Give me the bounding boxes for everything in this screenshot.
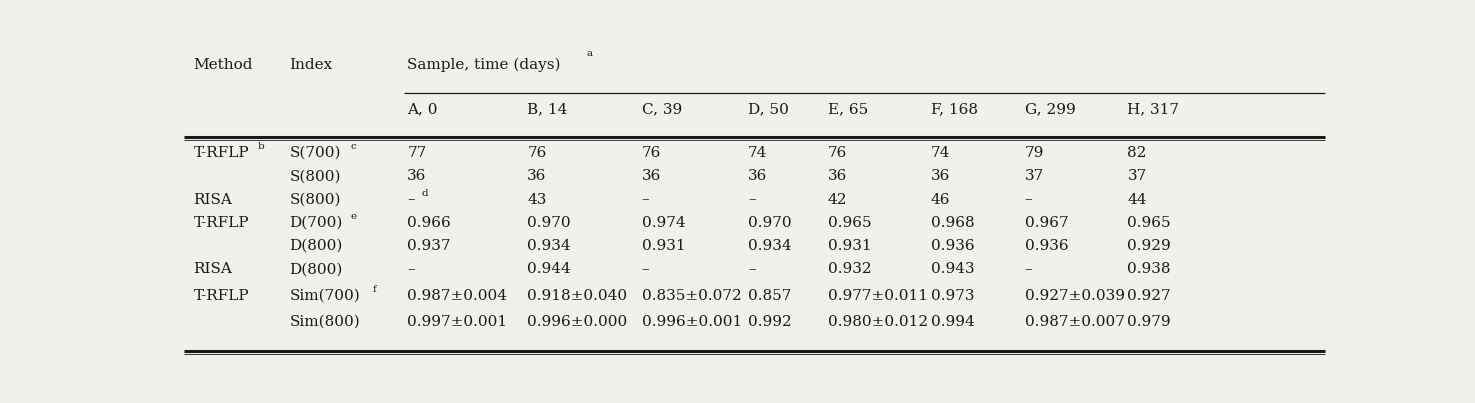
Text: 0.968: 0.968 xyxy=(931,216,975,230)
Text: –: – xyxy=(1025,262,1032,276)
Text: 0.996±0.000: 0.996±0.000 xyxy=(528,315,627,329)
Text: 0.929: 0.929 xyxy=(1127,239,1171,253)
Text: 37: 37 xyxy=(1127,169,1146,183)
Text: 74: 74 xyxy=(748,146,767,160)
Text: 79: 79 xyxy=(1025,146,1044,160)
Text: 42: 42 xyxy=(827,193,848,206)
Text: T-RFLP: T-RFLP xyxy=(193,289,249,303)
Text: RISA: RISA xyxy=(193,262,233,276)
Text: 46: 46 xyxy=(931,193,950,206)
Text: 0.973: 0.973 xyxy=(931,289,975,303)
Text: 44: 44 xyxy=(1127,193,1148,206)
Text: 0.944: 0.944 xyxy=(528,262,571,276)
Text: b: b xyxy=(258,142,264,151)
Text: Method: Method xyxy=(193,58,254,71)
Text: C, 39: C, 39 xyxy=(642,102,681,116)
Text: 0.987±0.007: 0.987±0.007 xyxy=(1025,315,1124,329)
Text: 36: 36 xyxy=(931,169,950,183)
Text: D(800): D(800) xyxy=(289,262,342,276)
Text: 0.936: 0.936 xyxy=(1025,239,1068,253)
Text: G, 299: G, 299 xyxy=(1025,102,1075,116)
Text: 36: 36 xyxy=(827,169,847,183)
Text: 0.970: 0.970 xyxy=(748,216,792,230)
Text: B, 14: B, 14 xyxy=(528,102,568,116)
Text: A, 0: A, 0 xyxy=(407,102,438,116)
Text: 0.857: 0.857 xyxy=(748,289,791,303)
Text: RISA: RISA xyxy=(193,193,233,206)
Text: 36: 36 xyxy=(748,169,767,183)
Text: 0.997±0.001: 0.997±0.001 xyxy=(407,315,507,329)
Text: 0.979: 0.979 xyxy=(1127,315,1171,329)
Text: 0.992: 0.992 xyxy=(748,315,792,329)
Text: 36: 36 xyxy=(528,169,547,183)
Text: 0.931: 0.931 xyxy=(642,239,686,253)
Text: –: – xyxy=(407,193,414,206)
Text: 0.937: 0.937 xyxy=(407,239,451,253)
Text: 0.835±0.072: 0.835±0.072 xyxy=(642,289,742,303)
Text: D(700): D(700) xyxy=(289,216,342,230)
Text: 37: 37 xyxy=(1025,169,1044,183)
Text: f: f xyxy=(373,285,376,294)
Text: d: d xyxy=(420,189,428,198)
Text: 43: 43 xyxy=(528,193,547,206)
Text: –: – xyxy=(748,262,755,276)
Text: Index: Index xyxy=(289,58,333,71)
Text: S(700): S(700) xyxy=(289,146,341,160)
Text: Sample, time (days): Sample, time (days) xyxy=(407,57,560,71)
Text: 0.938: 0.938 xyxy=(1127,262,1171,276)
Text: 36: 36 xyxy=(642,169,661,183)
Text: 0.936: 0.936 xyxy=(931,239,975,253)
Text: D, 50: D, 50 xyxy=(748,102,789,116)
Text: 0.966: 0.966 xyxy=(407,216,451,230)
Text: c: c xyxy=(350,142,355,151)
Text: S(800): S(800) xyxy=(289,169,341,183)
Text: 0.927: 0.927 xyxy=(1127,289,1171,303)
Text: 0.994: 0.994 xyxy=(931,315,975,329)
Text: 74: 74 xyxy=(931,146,950,160)
Text: S(800): S(800) xyxy=(289,193,341,206)
Text: 0.934: 0.934 xyxy=(528,239,571,253)
Text: H, 317: H, 317 xyxy=(1127,102,1180,116)
Text: –: – xyxy=(748,193,755,206)
Text: 0.980±0.012: 0.980±0.012 xyxy=(827,315,928,329)
Text: 0.996±0.001: 0.996±0.001 xyxy=(642,315,742,329)
Text: 0.970: 0.970 xyxy=(528,216,571,230)
Text: 0.943: 0.943 xyxy=(931,262,975,276)
Text: 0.934: 0.934 xyxy=(748,239,792,253)
Text: 0.927±0.039: 0.927±0.039 xyxy=(1025,289,1124,303)
Text: Sim(700): Sim(700) xyxy=(289,289,360,303)
Text: T-RFLP: T-RFLP xyxy=(193,146,249,160)
Text: Sim(800): Sim(800) xyxy=(289,315,360,329)
Text: 77: 77 xyxy=(407,146,426,160)
Text: 0.965: 0.965 xyxy=(827,216,872,230)
Text: 0.987±0.004: 0.987±0.004 xyxy=(407,289,507,303)
Text: 76: 76 xyxy=(528,146,547,160)
Text: 76: 76 xyxy=(642,146,661,160)
Text: a: a xyxy=(587,49,593,58)
Text: –: – xyxy=(642,262,649,276)
Text: 82: 82 xyxy=(1127,146,1148,160)
Text: –: – xyxy=(1025,193,1032,206)
Text: e: e xyxy=(350,212,357,221)
Text: 76: 76 xyxy=(827,146,847,160)
Text: –: – xyxy=(407,262,414,276)
Text: –: – xyxy=(642,193,649,206)
Text: 0.931: 0.931 xyxy=(827,239,872,253)
Text: 0.918±0.040: 0.918±0.040 xyxy=(528,289,627,303)
Text: 0.977±0.011: 0.977±0.011 xyxy=(827,289,928,303)
Text: 0.974: 0.974 xyxy=(642,216,686,230)
Text: 36: 36 xyxy=(407,169,426,183)
Text: 0.965: 0.965 xyxy=(1127,216,1171,230)
Text: T-RFLP: T-RFLP xyxy=(193,216,249,230)
Text: 0.967: 0.967 xyxy=(1025,216,1068,230)
Text: D(800): D(800) xyxy=(289,239,342,253)
Text: 0.932: 0.932 xyxy=(827,262,872,276)
Text: E, 65: E, 65 xyxy=(827,102,869,116)
Text: F, 168: F, 168 xyxy=(931,102,978,116)
